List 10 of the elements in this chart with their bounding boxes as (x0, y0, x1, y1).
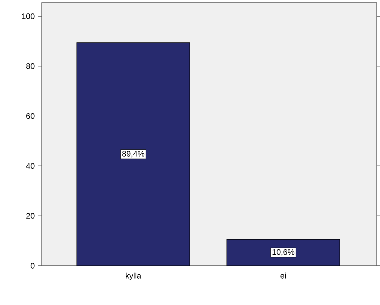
y-tick-label: 0 (30, 263, 35, 269)
data-label: 89,4% (122, 151, 145, 158)
y-tick-label: 80 (26, 64, 35, 70)
y-tick-label: 60 (26, 113, 35, 120)
y-tick-label: 20 (26, 213, 35, 219)
data-label: 10,6% (272, 249, 295, 256)
x-tick-label: kylla (126, 272, 142, 280)
x-tick-label: ei (280, 272, 286, 279)
y-tick-label: 100 (22, 14, 35, 20)
y-tick-label: 40 (26, 163, 35, 170)
